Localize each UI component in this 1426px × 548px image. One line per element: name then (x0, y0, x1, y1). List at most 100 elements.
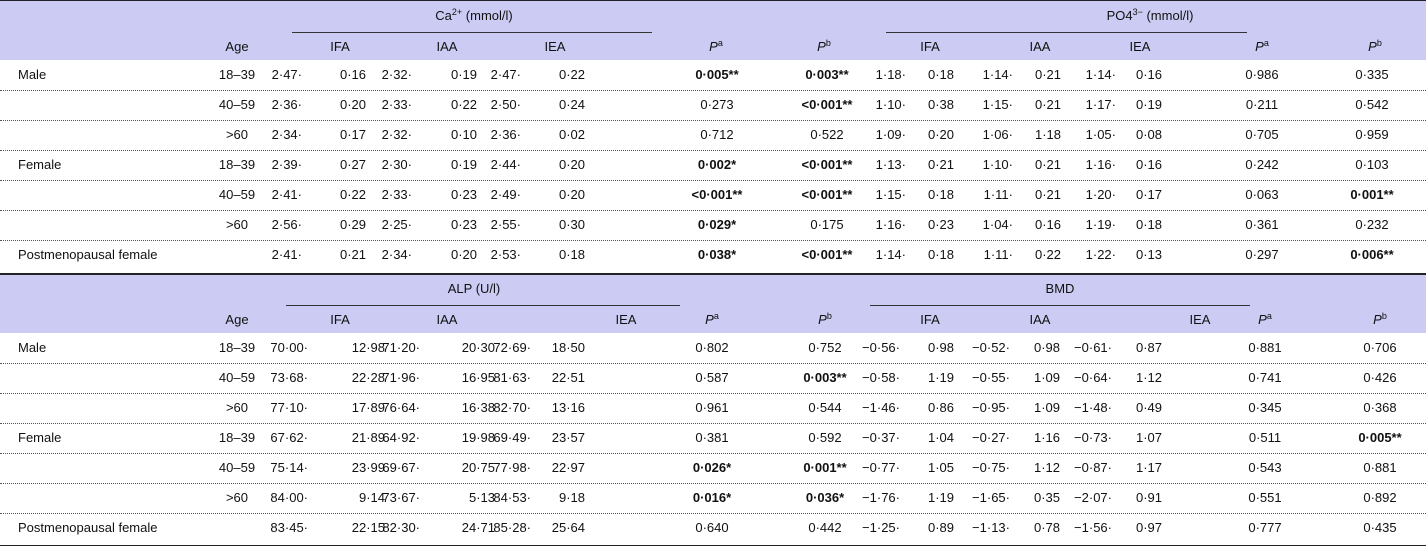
cell-value: 2·36· (490, 127, 521, 142)
column-header: Pb (817, 38, 831, 56)
cell-value: 0·23 (450, 217, 477, 232)
column-header-text: P (818, 312, 827, 327)
cell-value: 70·00· (270, 340, 308, 355)
cell-value: 0·16 (1135, 67, 1162, 82)
column-header: Pa (1255, 38, 1269, 56)
cell-value: 21·89 (351, 430, 385, 445)
row-rule (0, 363, 1426, 364)
cell-value: 0·22 (558, 67, 585, 82)
cell-value: −0·95· (972, 400, 1010, 415)
cell-value: 64·92· (382, 430, 420, 445)
column-header: IEA (544, 39, 566, 54)
row-rule (0, 453, 1426, 454)
cell-value: 77·10· (270, 400, 308, 415)
column-header: IFA (920, 39, 940, 54)
row-rule (0, 513, 1426, 514)
cell-value: 13·16 (551, 400, 585, 415)
age: 40–59 (218, 460, 256, 475)
cell-value: 0·20 (927, 127, 954, 142)
cell-value: 0·16 (1135, 157, 1162, 172)
column-header-sup: b (1381, 311, 1387, 321)
cell-value: 73·67· (382, 490, 420, 505)
cell-value: −0·27· (972, 430, 1010, 445)
cell-value: 0·175 (810, 217, 844, 232)
column-header-sup: a (717, 38, 723, 48)
cell-value: 0·381 (695, 430, 729, 445)
cell-value: 2·47· (490, 67, 521, 82)
cell-value: 1·18· (875, 67, 906, 82)
column-header-text: P (1258, 312, 1267, 327)
cell-value: −1·13· (972, 520, 1010, 535)
cell-value: <0·001** (801, 97, 853, 112)
cell-value: 0·640 (695, 520, 729, 535)
cell-value: 0·211 (1245, 97, 1279, 112)
cell-value: 1·16· (875, 217, 906, 232)
cell-value: 0·21 (1034, 187, 1061, 202)
cell-value: 1·17· (1085, 97, 1116, 112)
cell-value: 0·003** (805, 67, 849, 82)
cell-value: 22·28 (351, 370, 385, 385)
group-title-sup: 3− (1132, 7, 1143, 17)
cell-value: 73·68· (270, 370, 308, 385)
cell-value: 2·30· (381, 157, 412, 172)
cell-value: 0·544 (808, 400, 842, 415)
cell-value: 0·27 (339, 157, 366, 172)
cell-value: 1·12 (1033, 460, 1060, 475)
cell-value: 1·10· (875, 97, 906, 112)
age: >60 (225, 490, 249, 505)
cell-value: 1·04· (982, 217, 1013, 232)
cell-value: 0·49 (1135, 400, 1162, 415)
cell-value: 19·98 (461, 430, 495, 445)
group-rule (870, 305, 1250, 306)
cell-value: 23·99 (351, 460, 385, 475)
cell-value: 1·14· (875, 247, 906, 262)
column-header-text: P (1373, 312, 1382, 327)
cell-value: 1·14· (1085, 67, 1116, 82)
cell-value: 0·20 (558, 187, 585, 202)
group-title: BMD (1046, 280, 1075, 298)
cell-value: 69·67· (382, 460, 420, 475)
cell-value: 2·33· (381, 187, 412, 202)
age: 40–59 (218, 97, 256, 112)
cell-value: 1·13· (875, 157, 906, 172)
cell-value: 0·435 (1363, 520, 1397, 535)
cell-value: 2·34· (381, 247, 412, 262)
cell-value: 1·22· (1085, 247, 1116, 262)
cell-value: 0·881 (1248, 340, 1282, 355)
cell-value: 1·05 (927, 460, 954, 475)
column-header: IEA (1189, 312, 1211, 327)
cell-value: 0·345 (1248, 400, 1282, 415)
cell-value: −1·46· (862, 400, 900, 415)
cell-value: 1·14· (982, 67, 1013, 82)
column-header: Pa (709, 38, 723, 56)
row-label: Postmenopausal female (18, 247, 158, 262)
cell-value: 0·20 (558, 157, 585, 172)
cell-value: 0·005** (1358, 430, 1402, 445)
cell-value: 16·95 (461, 370, 495, 385)
cell-value: −1·25· (862, 520, 900, 535)
cell-value: 0·273 (700, 97, 734, 112)
cell-value: 1·09· (875, 127, 906, 142)
cell-value: 25·64 (551, 520, 585, 535)
cell-value: 76·64· (382, 400, 420, 415)
cell-value: −0·64· (1074, 370, 1112, 385)
cell-value: 0·587 (695, 370, 729, 385)
column-header-sup: a (1266, 311, 1272, 321)
cell-value: 0·38 (927, 97, 954, 112)
cell-value: 83·45· (270, 520, 308, 535)
cell-value: 69·49· (493, 430, 531, 445)
cell-value: 0·961 (695, 400, 729, 415)
cell-value: 1·10· (982, 157, 1013, 172)
cell-value: 20·75 (461, 460, 495, 475)
cell-value: 0·21 (927, 157, 954, 172)
cell-value: 0·542 (1355, 97, 1389, 112)
group-rule (886, 32, 1247, 33)
column-header-text: P (709, 39, 718, 54)
cell-value: 82·30· (382, 520, 420, 535)
cell-value: 0·91 (1135, 490, 1162, 505)
cell-value: 72·69· (493, 340, 531, 355)
cell-value: 0·016* (692, 490, 732, 505)
age: >60 (225, 127, 249, 142)
group-title-rest: (mmol/l) (462, 8, 513, 23)
cell-value: 0·001** (803, 460, 847, 475)
